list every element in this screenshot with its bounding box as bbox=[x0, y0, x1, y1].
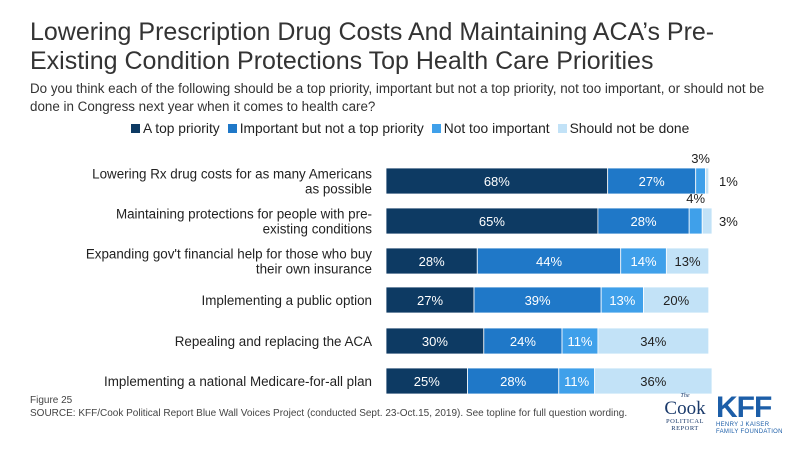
bar-segment-3-0 bbox=[385, 286, 475, 314]
data-label-1-2: 4% bbox=[686, 191, 705, 206]
data-label-0-3: 1% bbox=[719, 174, 738, 189]
data-label-2-1: 44% bbox=[536, 254, 562, 269]
data-label-4-1: 24% bbox=[510, 334, 536, 349]
data-label-3-1: 39% bbox=[525, 293, 551, 308]
legend-swatch-0 bbox=[131, 124, 140, 133]
stacked-bar-chart: Lowering Rx drug costs for as many Ameri… bbox=[86, 151, 738, 395]
bar-segment-1-1 bbox=[597, 207, 690, 235]
bar-segment-4-2 bbox=[561, 327, 599, 355]
bar-segment-2-2 bbox=[620, 247, 667, 275]
bar-segment-0-1 bbox=[607, 167, 697, 195]
bar-segment-0-0 bbox=[385, 167, 609, 195]
data-label-4-3: 34% bbox=[640, 334, 666, 349]
data-label-3-0: 27% bbox=[417, 293, 443, 308]
chart-subtitle: Do you think each of the following shoul… bbox=[30, 81, 765, 114]
category-label-0: Lowering Rx drug costs for as many Ameri… bbox=[92, 167, 372, 197]
bar-segment-3-1 bbox=[473, 286, 602, 314]
chart-title: Lowering Prescription Drug Costs And Mai… bbox=[30, 18, 715, 75]
data-label-1-3: 3% bbox=[719, 214, 738, 229]
legend-swatch-2 bbox=[431, 124, 441, 133]
kff-logo: KFF HENRY J KAISER FAMILY FOUNDATION bbox=[716, 391, 790, 436]
cook-logo-sub: POLITICAL REPORT bbox=[665, 418, 705, 432]
data-label-4-0: 30% bbox=[422, 334, 448, 349]
legend-swatch-3 bbox=[557, 124, 567, 133]
bar-segment-3-3 bbox=[643, 286, 710, 314]
legend-label-2: Not too important bbox=[443, 121, 550, 136]
category-label-2: Expanding gov't financial help for those… bbox=[86, 247, 372, 277]
cook-logo-name: Cook bbox=[664, 398, 706, 419]
data-label-5-2: 11% bbox=[564, 374, 589, 389]
bar-segment-0-3 bbox=[705, 167, 710, 195]
bar-segment-1-3 bbox=[701, 207, 713, 235]
legend-swatch-1 bbox=[227, 124, 237, 133]
cook-logo-the: The bbox=[680, 393, 690, 399]
bar-segment-2-1 bbox=[476, 247, 622, 275]
cook-political-report-logo: The Cook POLITICAL REPORT bbox=[660, 393, 710, 432]
legend-item-1: Important but not a top priority bbox=[227, 121, 424, 136]
chart-legend: A top priority Important but not a top pr… bbox=[131, 121, 689, 136]
bar-segment-3-2 bbox=[600, 286, 644, 314]
bar-segment-1-0 bbox=[385, 207, 599, 235]
bar-segment-4-1 bbox=[483, 327, 563, 355]
category-label-5: Implementing a national Medicare-for-all… bbox=[104, 374, 372, 389]
data-label-1-0: 65% bbox=[479, 214, 505, 229]
data-label-5-0: 25% bbox=[414, 374, 440, 389]
bar-segment-4-3 bbox=[597, 327, 710, 355]
kff-logo-mark: KFF bbox=[716, 391, 772, 424]
data-label-0-1: 27% bbox=[639, 174, 665, 189]
category-label-3: Implementing a public option bbox=[202, 293, 372, 308]
data-label-0-2: 3% bbox=[691, 151, 710, 166]
legend-label-1: Important but not a top priority bbox=[239, 121, 424, 136]
data-label-2-3: 13% bbox=[675, 254, 701, 269]
data-label-3-2: 13% bbox=[609, 293, 635, 308]
bar-segment-5-1 bbox=[467, 367, 560, 395]
bar-segment-2-0 bbox=[385, 247, 478, 275]
source-note: SOURCE: KFF/Cook Political Report Blue W… bbox=[30, 408, 628, 419]
data-label-0-0: 68% bbox=[484, 174, 510, 189]
legend-item-0: A top priority bbox=[131, 121, 220, 136]
category-label-4: Repealing and replacing the ACA bbox=[175, 334, 372, 349]
legend-item-3: Should not be done bbox=[557, 121, 690, 136]
data-label-5-1: 28% bbox=[500, 374, 526, 389]
bar-segment-5-3 bbox=[594, 367, 713, 395]
legend-item-2: Not too important bbox=[431, 121, 550, 136]
data-label-4-2: 11% bbox=[567, 334, 592, 349]
bar-segment-1-2 bbox=[688, 207, 703, 235]
data-label-5-3: 36% bbox=[640, 374, 666, 389]
data-label-2-0: 28% bbox=[419, 254, 445, 269]
kff-logo-sub: HENRY J KAISER FAMILY FOUNDATION bbox=[716, 422, 783, 435]
legend-label-3: Should not be done bbox=[569, 121, 690, 136]
data-label-3-3: 20% bbox=[663, 293, 689, 308]
category-label-1: Maintaining protections for people with … bbox=[116, 207, 372, 237]
data-label-1-1: 28% bbox=[631, 214, 657, 229]
figure-number: Figure 25 bbox=[30, 395, 73, 406]
bar-segment-2-3 bbox=[665, 247, 710, 275]
data-label-2-2: 14% bbox=[631, 254, 657, 269]
legend-label-0: A top priority bbox=[143, 121, 220, 136]
